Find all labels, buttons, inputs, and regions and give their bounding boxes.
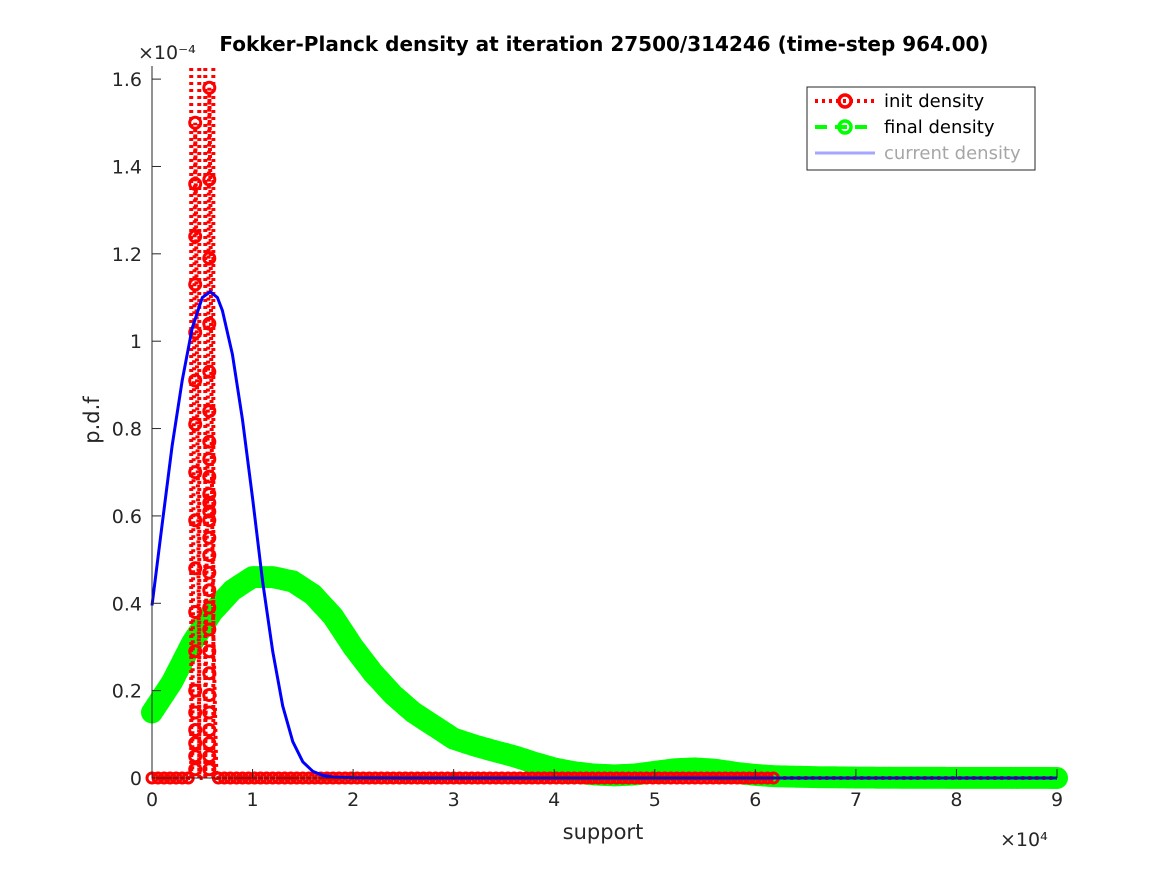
init-density-marker (188, 513, 203, 528)
init-density-marker (202, 666, 217, 681)
x-axis-label: support (563, 820, 644, 844)
x-tick-label: 4 (548, 789, 560, 811)
init-density-marker (202, 513, 217, 528)
x-tick-label: 7 (850, 789, 862, 811)
y-tick-label: 1.4 (112, 156, 142, 178)
init-density-marker (188, 683, 203, 698)
axes-background (152, 66, 1057, 778)
plot-area: 0 1 2 3 4 5 6 7 8 9 0 0.2 0.4 0.6 0.8 1 1.2 1.4 1.6 (112, 66, 1068, 811)
init-density-marker (188, 723, 203, 737)
x-tick-label: 2 (347, 789, 359, 811)
x-ticks: 0 1 2 3 4 5 6 7 8 9 (146, 769, 1063, 811)
init-density-marker (188, 277, 203, 292)
y-tick-label: 0.4 (112, 593, 142, 615)
init-density-marker (202, 736, 217, 751)
y-tick-label: 0.6 (112, 506, 142, 528)
legend-item-final-density: final density (815, 117, 995, 138)
x-tick-label: 3 (448, 789, 460, 811)
init-density-marker (188, 605, 203, 619)
init-density-marker (202, 583, 217, 598)
init-density-marker (202, 316, 217, 331)
init-density-marker (202, 548, 217, 563)
legend-item-init-density: init density (815, 91, 985, 112)
legend-label: final density (884, 117, 995, 138)
init-density-marker (188, 417, 203, 432)
y-tick-label: 1.6 (112, 69, 142, 91)
legend-label: current density (884, 143, 1021, 164)
legend: init density final density current density (806, 86, 1036, 171)
legend-item-current-density: current density (815, 143, 1021, 164)
x-tick-label: 6 (749, 789, 761, 811)
init-density-marker (188, 465, 203, 480)
init-density-marker (202, 452, 217, 467)
x-tick-label: 5 (649, 789, 661, 811)
init-density-marker (202, 487, 217, 502)
legend-swatch-marker (837, 93, 853, 109)
init-density-marker (202, 688, 217, 702)
init-density-marker (202, 723, 217, 737)
y-tick-label: 0.2 (112, 681, 142, 703)
y-tick-label: 1.2 (112, 244, 142, 266)
x-axis-exponent: ×10⁴ (1000, 829, 1048, 851)
y-tick-label: 1 (130, 331, 142, 353)
x-tick-label: 0 (146, 789, 158, 811)
legend-label: init density (884, 91, 985, 112)
init-density-marker (188, 373, 203, 388)
legend-items: init density final density current density (815, 91, 1021, 164)
legend-swatch-marker (837, 119, 853, 135)
init-density-marker (188, 176, 203, 191)
x-tick-label: 9 (1051, 789, 1063, 811)
y-tick-label: 0 (130, 768, 142, 790)
x-tick-label: 8 (950, 789, 962, 811)
init-density-marker (188, 561, 203, 576)
init-density-marker (188, 325, 203, 340)
y-axis-exponent: ×10⁻⁴ (138, 42, 196, 64)
init-density-line (152, 87, 1057, 780)
x-tick-label: 1 (247, 789, 259, 811)
y-ticks: 0 0.2 0.4 0.6 0.8 1 1.2 1.4 1.6 (112, 69, 161, 790)
init-density-marker (202, 172, 217, 187)
init-density-marker (188, 736, 203, 751)
chart-title: Fokker-Planck density at iteration 27500… (219, 32, 988, 56)
y-tick-label: 0.8 (112, 419, 142, 441)
y-axis-label: p.d.f (80, 396, 104, 444)
init-density-marker (188, 115, 203, 130)
init-density-marker (202, 80, 217, 95)
